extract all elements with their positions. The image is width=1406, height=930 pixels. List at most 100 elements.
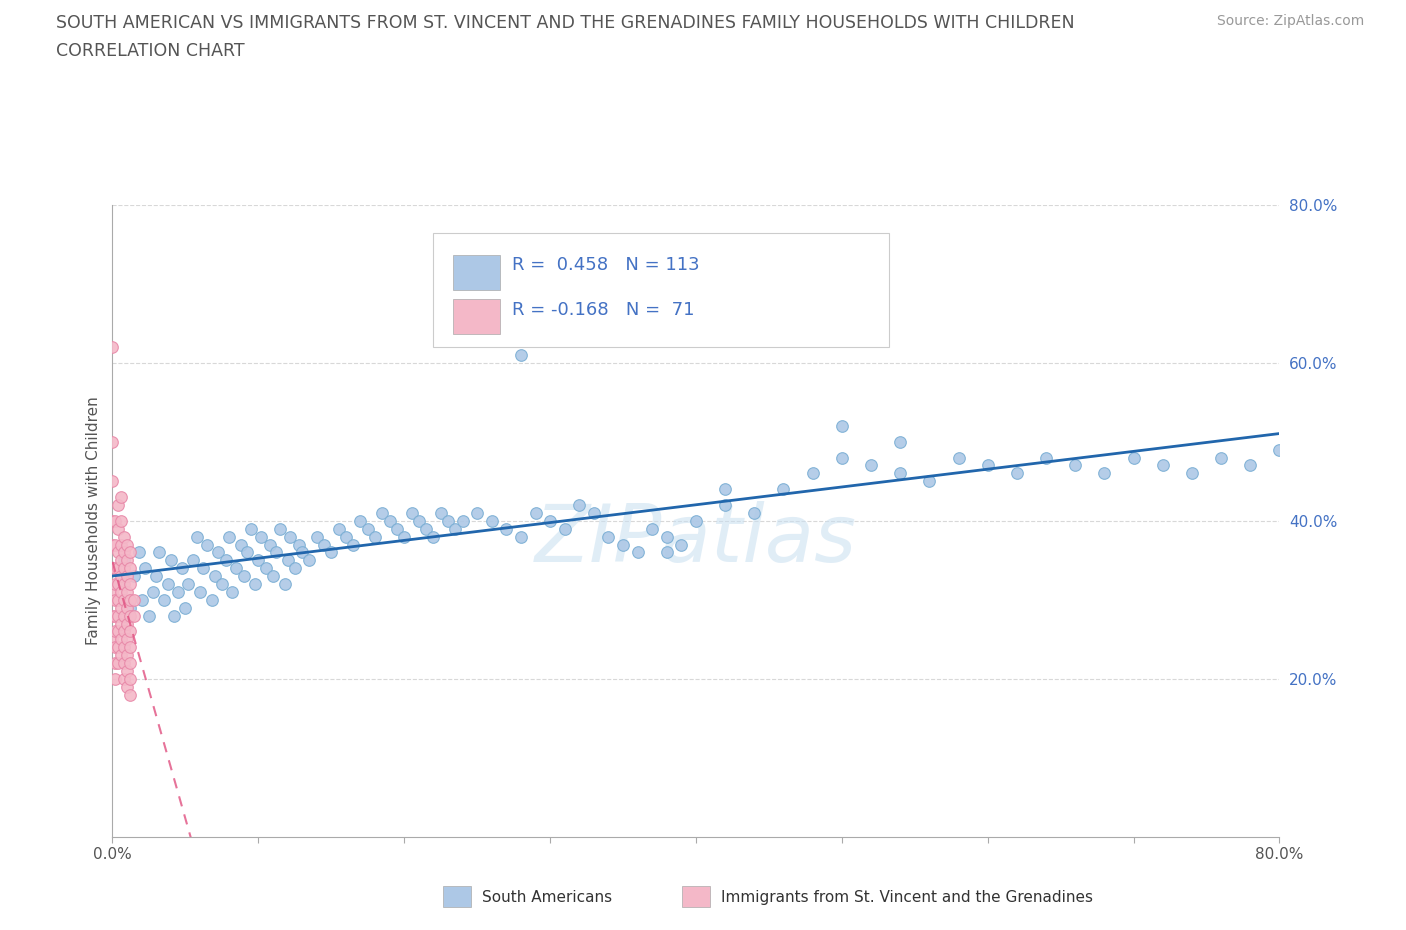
Point (889, 434, 911, 449)
Point (626, 545, 648, 560)
Point (273, 577, 295, 591)
Point (112, 656, 135, 671)
Point (207, 545, 229, 560)
Point (298, 552, 321, 567)
Point (107, 561, 129, 576)
Point (772, 482, 794, 497)
Point (152, 592, 174, 607)
Point (104, 608, 127, 623)
Point (1181, 466, 1204, 481)
Point (104, 513, 127, 528)
Point (235, 545, 257, 560)
Point (104, 538, 127, 552)
Point (115, 679, 138, 694)
Point (156, 577, 179, 591)
Point (685, 513, 707, 528)
Point (714, 482, 737, 497)
Point (101, 339, 124, 354)
Point (408, 513, 430, 528)
Point (107, 656, 129, 671)
Point (110, 538, 132, 552)
Point (229, 538, 252, 552)
Point (191, 561, 214, 576)
Point (104, 656, 127, 671)
Point (444, 521, 467, 536)
Point (107, 577, 129, 591)
Point (163, 608, 186, 623)
Point (118, 640, 141, 655)
Point (110, 552, 132, 567)
Point (392, 529, 416, 544)
Point (495, 521, 517, 536)
Point (254, 561, 277, 576)
Point (104, 671, 127, 686)
Point (101, 632, 124, 647)
Point (134, 561, 156, 576)
Point (118, 671, 141, 686)
Point (112, 577, 135, 591)
Point (321, 545, 343, 560)
Point (280, 529, 302, 544)
Point (568, 498, 591, 512)
Point (328, 521, 350, 536)
Point (118, 592, 141, 607)
Point (195, 538, 218, 552)
Point (115, 585, 138, 600)
Point (124, 568, 146, 584)
Point (107, 640, 129, 655)
Point (101, 513, 124, 528)
Point (104, 561, 127, 576)
Point (1209, 450, 1232, 465)
Point (335, 529, 357, 544)
Point (104, 592, 127, 607)
Point (101, 538, 124, 552)
Point (115, 552, 138, 567)
Point (174, 601, 197, 616)
Point (101, 585, 124, 600)
Point (115, 538, 138, 552)
Bar (453, 299, 501, 334)
Point (288, 538, 311, 552)
Point (364, 529, 387, 544)
Point (160, 552, 183, 567)
Point (112, 529, 135, 544)
Point (108, 577, 131, 591)
Point (101, 434, 124, 449)
Point (112, 552, 135, 567)
Point (110, 490, 132, 505)
Point (112, 640, 135, 655)
Point (112, 545, 135, 560)
Point (1005, 466, 1028, 481)
Point (115, 647, 138, 662)
Point (247, 552, 270, 567)
Point (342, 538, 364, 552)
Point (1064, 458, 1087, 473)
Point (240, 521, 263, 536)
Point (415, 521, 437, 536)
Text: R =  0.458   N = 113: R = 0.458 N = 113 (512, 257, 699, 274)
Point (101, 561, 124, 576)
Point (118, 624, 141, 639)
Point (378, 513, 401, 528)
Text: Immigrants from St. Vincent and the Grenadines: Immigrants from St. Vincent and the Gren… (721, 890, 1094, 905)
Point (262, 568, 284, 584)
Point (509, 529, 531, 544)
Point (110, 647, 132, 662)
Point (215, 552, 238, 567)
Point (145, 568, 167, 584)
Point (582, 506, 605, 521)
Point (115, 664, 138, 679)
Point (107, 608, 129, 623)
Text: ZIPatlas: ZIPatlas (534, 500, 858, 578)
Point (115, 568, 138, 584)
Point (671, 538, 693, 552)
Point (107, 521, 129, 536)
Point (1122, 450, 1144, 465)
Point (115, 632, 138, 647)
Point (112, 592, 135, 607)
Point (118, 561, 141, 576)
Point (112, 561, 135, 576)
Point (465, 506, 488, 521)
Point (801, 466, 824, 481)
Point (1268, 443, 1291, 458)
